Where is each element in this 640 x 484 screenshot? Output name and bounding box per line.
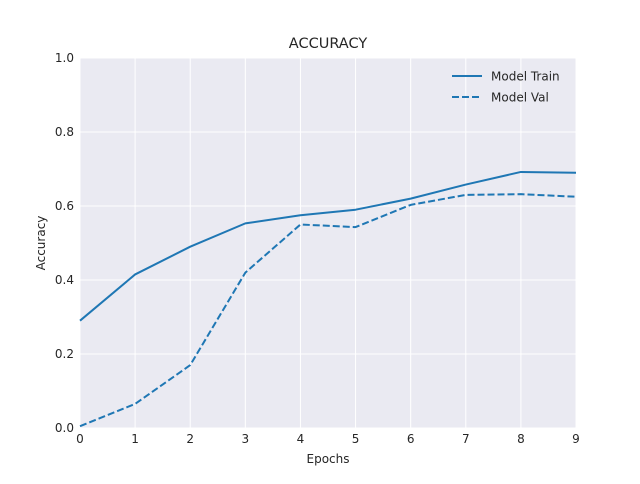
y-tick-label: 0.8: [55, 125, 74, 139]
grid-lines: [79, 57, 577, 429]
series-line-model-train: [79, 170, 577, 322]
y-axis-label: Accuracy: [34, 216, 48, 271]
x-axis-label: Epochs: [307, 452, 350, 466]
legend: Model Train Model Val: [452, 70, 560, 105]
y-tick-label: 0.4: [55, 273, 74, 287]
plot-area: [80, 58, 576, 428]
x-tick-label: 2: [186, 432, 194, 446]
y-tick-label: 0.6: [55, 199, 74, 213]
legend-label: Model Val: [491, 91, 549, 105]
series-line-model-val: [79, 193, 577, 428]
x-tick-label: 7: [462, 432, 470, 446]
x-tick-label: 5: [352, 432, 360, 446]
y-tick-label: 0.0: [55, 421, 74, 435]
y-tick-label: 1.0: [55, 51, 74, 65]
x-tick-label: 8: [517, 432, 525, 446]
y-tick-label: 0.2: [55, 347, 74, 361]
x-tick-label: 9: [572, 432, 580, 446]
x-tick-label: 6: [407, 432, 415, 446]
x-tick-label: 3: [242, 432, 250, 446]
series-lines: [79, 170, 577, 428]
chart-title: ACCURACY: [289, 36, 368, 52]
tick-labels: 0 1 2 3 4 5 6 7 8 9 0.0 0.2 0.4 0.6 0.8 1.0: [55, 51, 580, 446]
x-tick-label: 0: [76, 432, 84, 446]
legend-label: Model Train: [491, 70, 560, 84]
x-tick-label: 1: [131, 432, 139, 446]
x-tick-label: 4: [297, 432, 305, 446]
